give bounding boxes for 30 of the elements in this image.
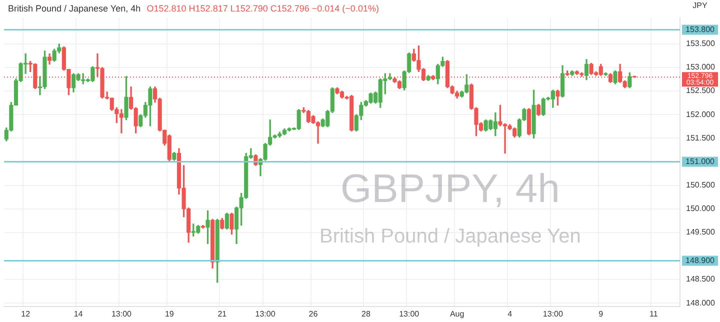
chart-subtitle: O152.810 H152.817 L152.790 C152.796 −0.014 (−0.01%) — [146, 3, 379, 14]
x-tick-label: 13:00 — [255, 309, 276, 318]
y-axis-title: JPY — [692, 1, 708, 10]
x-tick-label: 21 — [218, 309, 228, 318]
x-tick-label: 13:00 — [542, 309, 564, 318]
x-tick-label: Aug — [450, 309, 464, 318]
y-tick-label: 152.000 — [686, 110, 716, 119]
y-tick-label: 152.500 — [686, 86, 716, 96]
x-tick-label: 4 — [508, 309, 513, 318]
y-tick-label: 153.000 — [686, 62, 716, 72]
y-tick-label: 150.000 — [686, 204, 716, 214]
x-tick-label: 28 — [362, 309, 371, 318]
x-tick-label: 9 — [598, 309, 604, 318]
y-tick-label: 149.500 — [686, 228, 716, 237]
y-tick-label: 153.500 — [686, 39, 716, 48]
x-tick-label: 19 — [164, 309, 174, 318]
ref-line-label: 148.900 — [686, 256, 716, 265]
x-tick-label: 12 — [21, 309, 31, 318]
ref-line-label: 153.800 — [686, 24, 716, 34]
x-tick-label: 11 — [649, 309, 658, 318]
x-tick-label: 13:00 — [399, 309, 420, 318]
x-tick-label: 14 — [74, 309, 84, 318]
y-tick-label: 151.500 — [686, 133, 716, 142]
chart-title: British Pound / Japanese Yen, 4h — [8, 3, 141, 14]
ref-line-label: 151.000 — [686, 156, 716, 166]
x-tick-label: 26 — [308, 309, 318, 318]
x-tick-label: 13:00 — [111, 309, 132, 318]
y-tick-label: 148.500 — [686, 274, 716, 284]
y-tick-label: 148.000 — [686, 298, 716, 308]
y-tick-label: 150.500 — [686, 180, 716, 190]
